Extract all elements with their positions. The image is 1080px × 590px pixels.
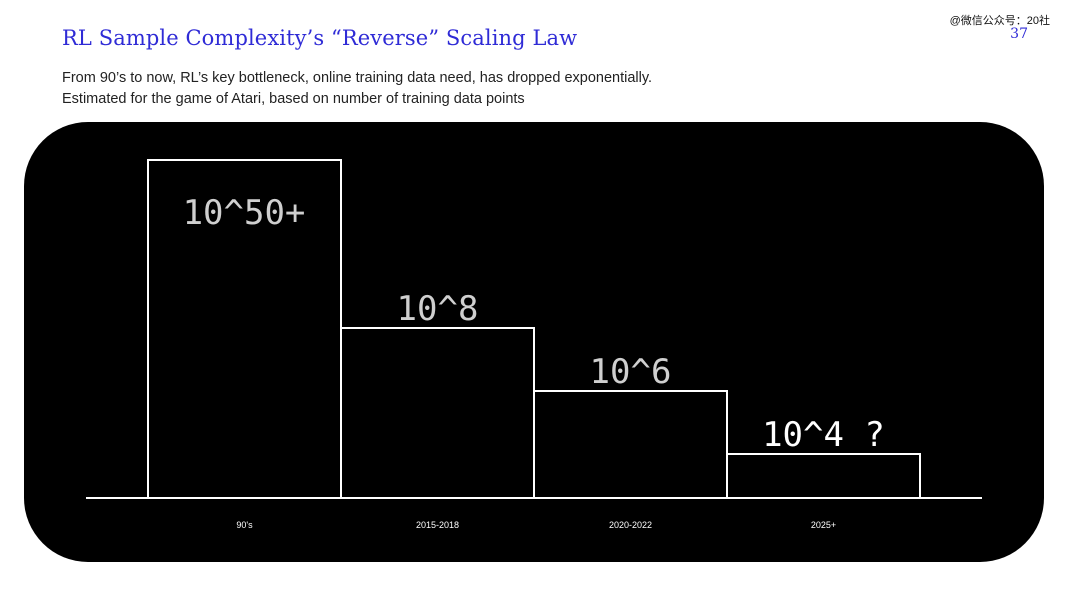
bar-4: [726, 453, 921, 499]
x-tick-label-3: 2020-2022: [609, 520, 652, 530]
x-tick-label-1: 90's: [236, 520, 253, 530]
subtitle-line-1: From 90’s to now, RL’s key bottleneck, o…: [62, 70, 653, 86]
chart-panel: 10^50+ 90's 10^8 2015-2018 10^6 2020-2022 10^4…: [24, 122, 1044, 562]
bar-value-label-2: 10^8: [397, 289, 479, 329]
bar-chart: 10^50+ 90's 10^8 2015-2018 10^6 2020-2022 10^4…: [86, 159, 982, 530]
bar-3: [533, 390, 728, 499]
bar-2: [340, 327, 535, 499]
x-tick-label-2: 2015-2018: [416, 520, 459, 530]
x-tick-label-4: 2025+: [811, 520, 836, 530]
subtitle-line-2: Estimated for the game of Atari, based o…: [62, 91, 525, 107]
bar-value-label-3: 10^6: [590, 352, 672, 392]
watermark-text: @微信公众号：20社: [949, 15, 1050, 27]
page-number: 37: [1010, 26, 1028, 42]
subtitle: From 90’s to now, RL’s key bottleneck, o…: [62, 68, 652, 110]
bar-value-label-1: 10^50+: [183, 193, 306, 233]
bar-value-label-4: 10^4 ?: [762, 415, 885, 455]
slide-title: RL Sample Complexity’s “Reverse” Scaling…: [62, 26, 578, 50]
